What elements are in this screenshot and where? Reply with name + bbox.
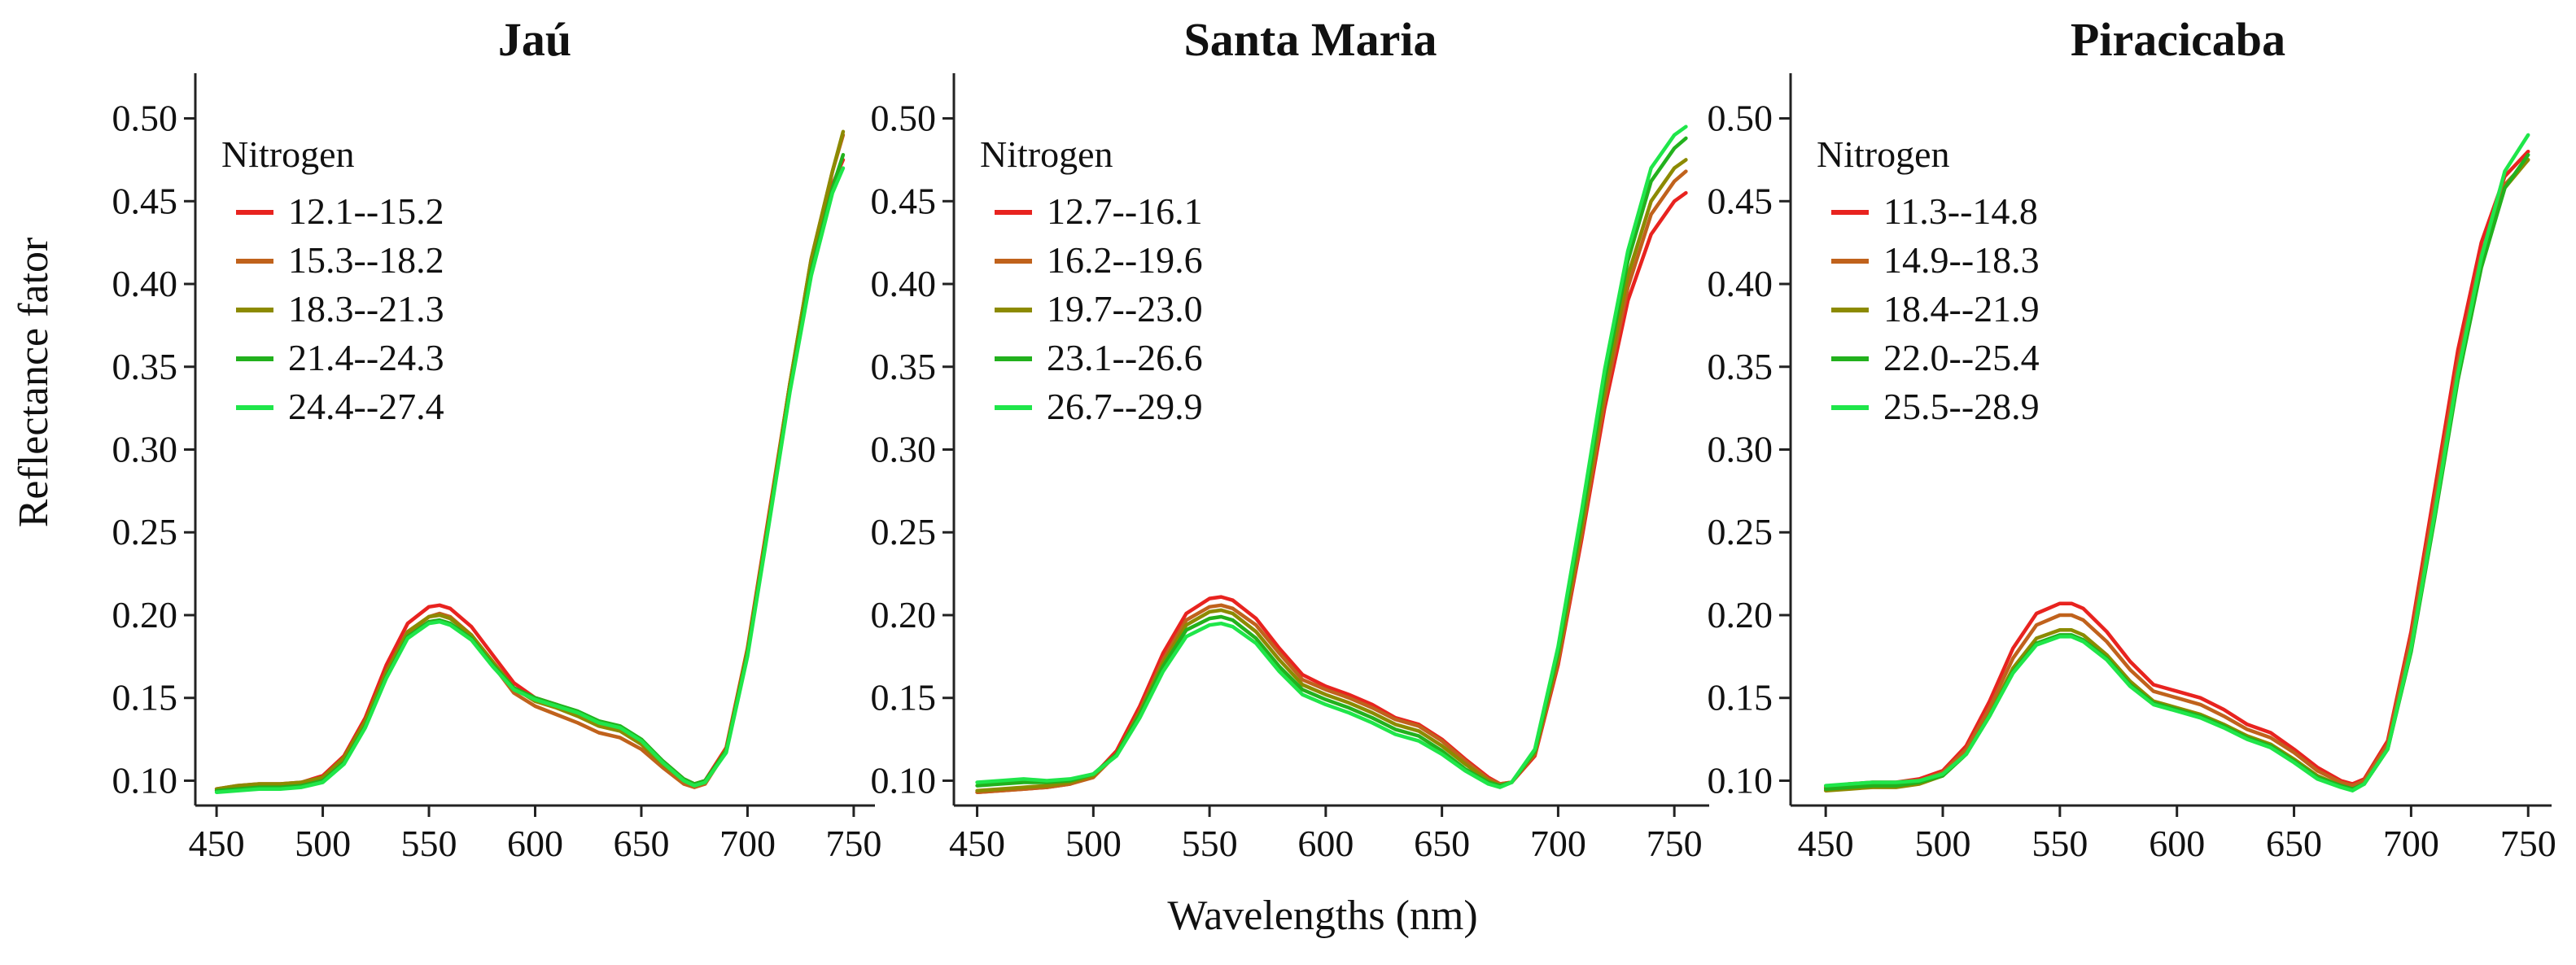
x-axis-label: Wavelengths (nm) (1167, 893, 1477, 939)
legend-entry: 19.7--23.0 (1047, 288, 1203, 330)
chart-panel-2: Santa Maria 450 500 550 600 650 700 750 0.10 0.15… (871, 13, 1709, 864)
y-tick-label: 0.10 (871, 759, 937, 801)
x-tick-label: 750 (2500, 823, 2556, 864)
legend-title: Nitrogen (980, 133, 1113, 175)
y-tick-label: 0.40 (1708, 263, 1773, 304)
y-tick-label: 0.50 (1708, 98, 1773, 139)
y-tick-label: 0.20 (1708, 594, 1773, 635)
legend-entry: 12.1--15.2 (288, 190, 444, 232)
y-tick-label: 0.45 (112, 180, 178, 221)
legend-entry: 18.4--21.9 (1883, 288, 2040, 330)
legend-entry: 25.5--28.9 (1883, 386, 2040, 427)
legend-entry: 12.7--16.1 (1047, 190, 1203, 232)
x-tick-label: 450 (189, 823, 245, 864)
y-tick-label: 0.25 (112, 511, 178, 552)
x-tick-label: 550 (1182, 823, 1238, 864)
legend-entry: 21.4--24.3 (288, 337, 444, 378)
chart-panel-1: Jaú 450 500 550 600 650 700 750 0.10 0.15 0.20 0.25… (112, 13, 882, 864)
series-line-5 (975, 124, 1688, 789)
legend-entry: 23.1--26.6 (1047, 337, 1203, 378)
y-tick-label: 0.30 (1708, 429, 1773, 470)
y-tick-label: 0.50 (871, 98, 937, 139)
x-tick-label: 450 (949, 823, 1005, 864)
y-tick-label: 0.35 (1708, 346, 1773, 387)
legend-entry: 18.3--21.3 (288, 288, 444, 330)
legend-entry: 15.3--18.2 (288, 239, 444, 281)
legend-title: Nitrogen (221, 133, 355, 175)
legend-entry: 26.7--29.9 (1047, 386, 1203, 427)
x-tick-label: 550 (2031, 823, 2088, 864)
series-line-5 (1823, 133, 2530, 793)
y-tick-label: 0.50 (112, 98, 178, 139)
y-tick-label: 0.15 (1708, 677, 1773, 718)
y-tick-label: 0.20 (112, 594, 178, 635)
legend-entry: 16.2--19.6 (1047, 239, 1203, 281)
x-tick-label: 550 (401, 823, 457, 864)
y-tick-label: 0.35 (112, 346, 178, 387)
y-tick-label: 0.15 (112, 677, 178, 718)
x-tick-label: 700 (719, 823, 776, 864)
x-tick-label: 700 (2383, 823, 2439, 864)
legend-entry: 11.3--14.8 (1883, 190, 2038, 232)
y-tick-label: 0.20 (871, 594, 937, 635)
chart-title: Santa Maria (1184, 13, 1437, 66)
x-tick-label: 700 (1530, 823, 1586, 864)
y-axis-label: Reflectance fator (11, 238, 57, 528)
x-tick-label: 500 (1915, 823, 1971, 864)
x-tick-label: 750 (825, 823, 881, 864)
y-tick-label: 0.40 (112, 263, 178, 304)
x-tick-label: 500 (295, 823, 351, 864)
x-tick-label: 600 (1297, 823, 1354, 864)
series-line-5 (214, 166, 846, 794)
y-tick-label: 0.45 (871, 180, 937, 221)
legend-entry: 22.0--25.4 (1883, 337, 2040, 378)
x-tick-label: 600 (2149, 823, 2205, 864)
y-tick-label: 0.45 (1708, 180, 1773, 221)
series-line-2 (1823, 158, 2530, 789)
x-tick-label: 650 (613, 823, 669, 864)
legend-title: Nitrogen (1817, 133, 1950, 175)
x-tick-label: 600 (507, 823, 563, 864)
chart-panel-3: Piracicaba 450 500 550 600 650 700 750 0.10 0.15 0… (1708, 13, 2556, 864)
legend-entry: 24.4--27.4 (288, 386, 444, 427)
y-tick-label: 0.30 (112, 429, 178, 470)
y-tick-label: 0.25 (1708, 511, 1773, 552)
legend-entry: 14.9--18.3 (1883, 239, 2040, 281)
x-tick-label: 450 (1798, 823, 1854, 864)
y-tick-label: 0.25 (871, 511, 937, 552)
x-tick-label: 500 (1065, 823, 1122, 864)
y-tick-label: 0.15 (871, 677, 937, 718)
y-tick-label: 0.40 (871, 263, 937, 304)
y-tick-label: 0.30 (871, 429, 937, 470)
chart-title: Piracicaba (2071, 13, 2285, 66)
y-tick-label: 0.10 (1708, 759, 1773, 801)
x-tick-label: 750 (1647, 823, 1703, 864)
y-tick-label: 0.10 (112, 759, 178, 801)
x-tick-label: 650 (1414, 823, 1470, 864)
x-tick-label: 650 (2266, 823, 2322, 864)
y-tick-label: 0.35 (871, 346, 937, 387)
chart-title: Jaú (498, 13, 571, 66)
